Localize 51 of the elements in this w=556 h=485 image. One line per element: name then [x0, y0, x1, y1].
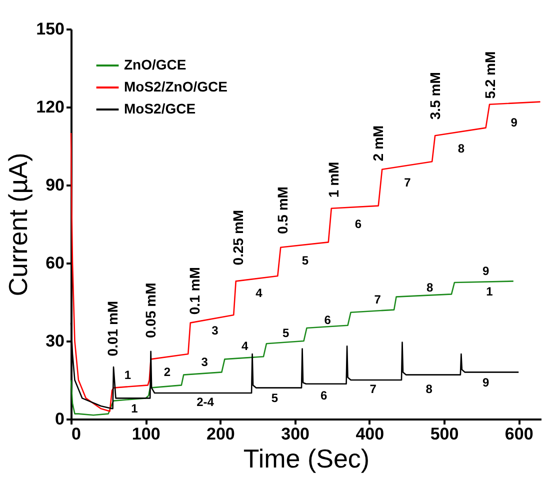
y-tick-label: 120: [36, 98, 64, 116]
annotation: 9: [482, 376, 490, 390]
annotation: 7: [370, 382, 377, 396]
annotation: 8: [426, 280, 434, 295]
annotation: 0.1 mM: [186, 267, 203, 315]
annotation: 6: [354, 217, 362, 231]
x-tick-label: 400: [356, 424, 384, 444]
annotation: 6: [320, 388, 328, 403]
annotation: 4: [256, 286, 263, 300]
x-tick-label: 100: [132, 424, 160, 444]
y-tick-label: 60: [46, 254, 64, 272]
x-tick-label: 0: [72, 424, 81, 444]
y-tick-label: 30: [46, 332, 64, 350]
annotation: 9: [482, 264, 490, 278]
annotation: 2-4: [196, 395, 214, 410]
annotation: 4: [241, 339, 248, 354]
legend-label: ZnO/GCE: [124, 56, 186, 72]
annotation: 1: [131, 402, 138, 416]
annotation: 0.5 mM: [274, 186, 291, 234]
annotation: 5.2 mM: [482, 51, 498, 99]
annotation: 3.5 mM: [426, 72, 443, 120]
annotation: 3: [212, 324, 219, 338]
annotation: 0.25 mM: [230, 210, 246, 266]
annotation: 7: [404, 175, 412, 190]
annotation: 0.05 mM: [142, 282, 159, 338]
annotation: 3: [201, 354, 208, 369]
annotation: 2 mM: [370, 125, 386, 162]
x-tick-label: 500: [430, 424, 459, 444]
y-tick-label: 90: [46, 176, 64, 194]
annotation: 5: [271, 391, 278, 406]
legend-label: MoS2/ZnO/GCE: [124, 78, 228, 94]
annotation: 5: [302, 253, 309, 268]
annotation: 7: [374, 292, 382, 306]
annotation: 9: [510, 116, 518, 130]
x-tick-label: 300: [281, 424, 310, 444]
annotation: 1: [486, 284, 494, 299]
annotation: 6: [324, 313, 332, 328]
annotation: 0.01 mM: [104, 300, 121, 356]
annotation: 8: [426, 382, 433, 396]
annotation: 1 mM: [325, 162, 342, 198]
annotation: 5: [282, 326, 290, 340]
y-tick-label: 0: [55, 410, 64, 428]
annotation: 1: [124, 368, 132, 382]
annotation: 8: [458, 142, 465, 156]
x-tick-label: 600: [504, 424, 534, 444]
y-tick-label: 150: [36, 20, 64, 38]
y-axis-title: Current (µA): [3, 152, 34, 296]
x-axis-title: Time (Sec): [243, 444, 370, 474]
annotation: 2: [164, 365, 171, 380]
legend-label: MoS2/GCE: [124, 100, 196, 116]
x-tick-label: 200: [206, 424, 235, 444]
